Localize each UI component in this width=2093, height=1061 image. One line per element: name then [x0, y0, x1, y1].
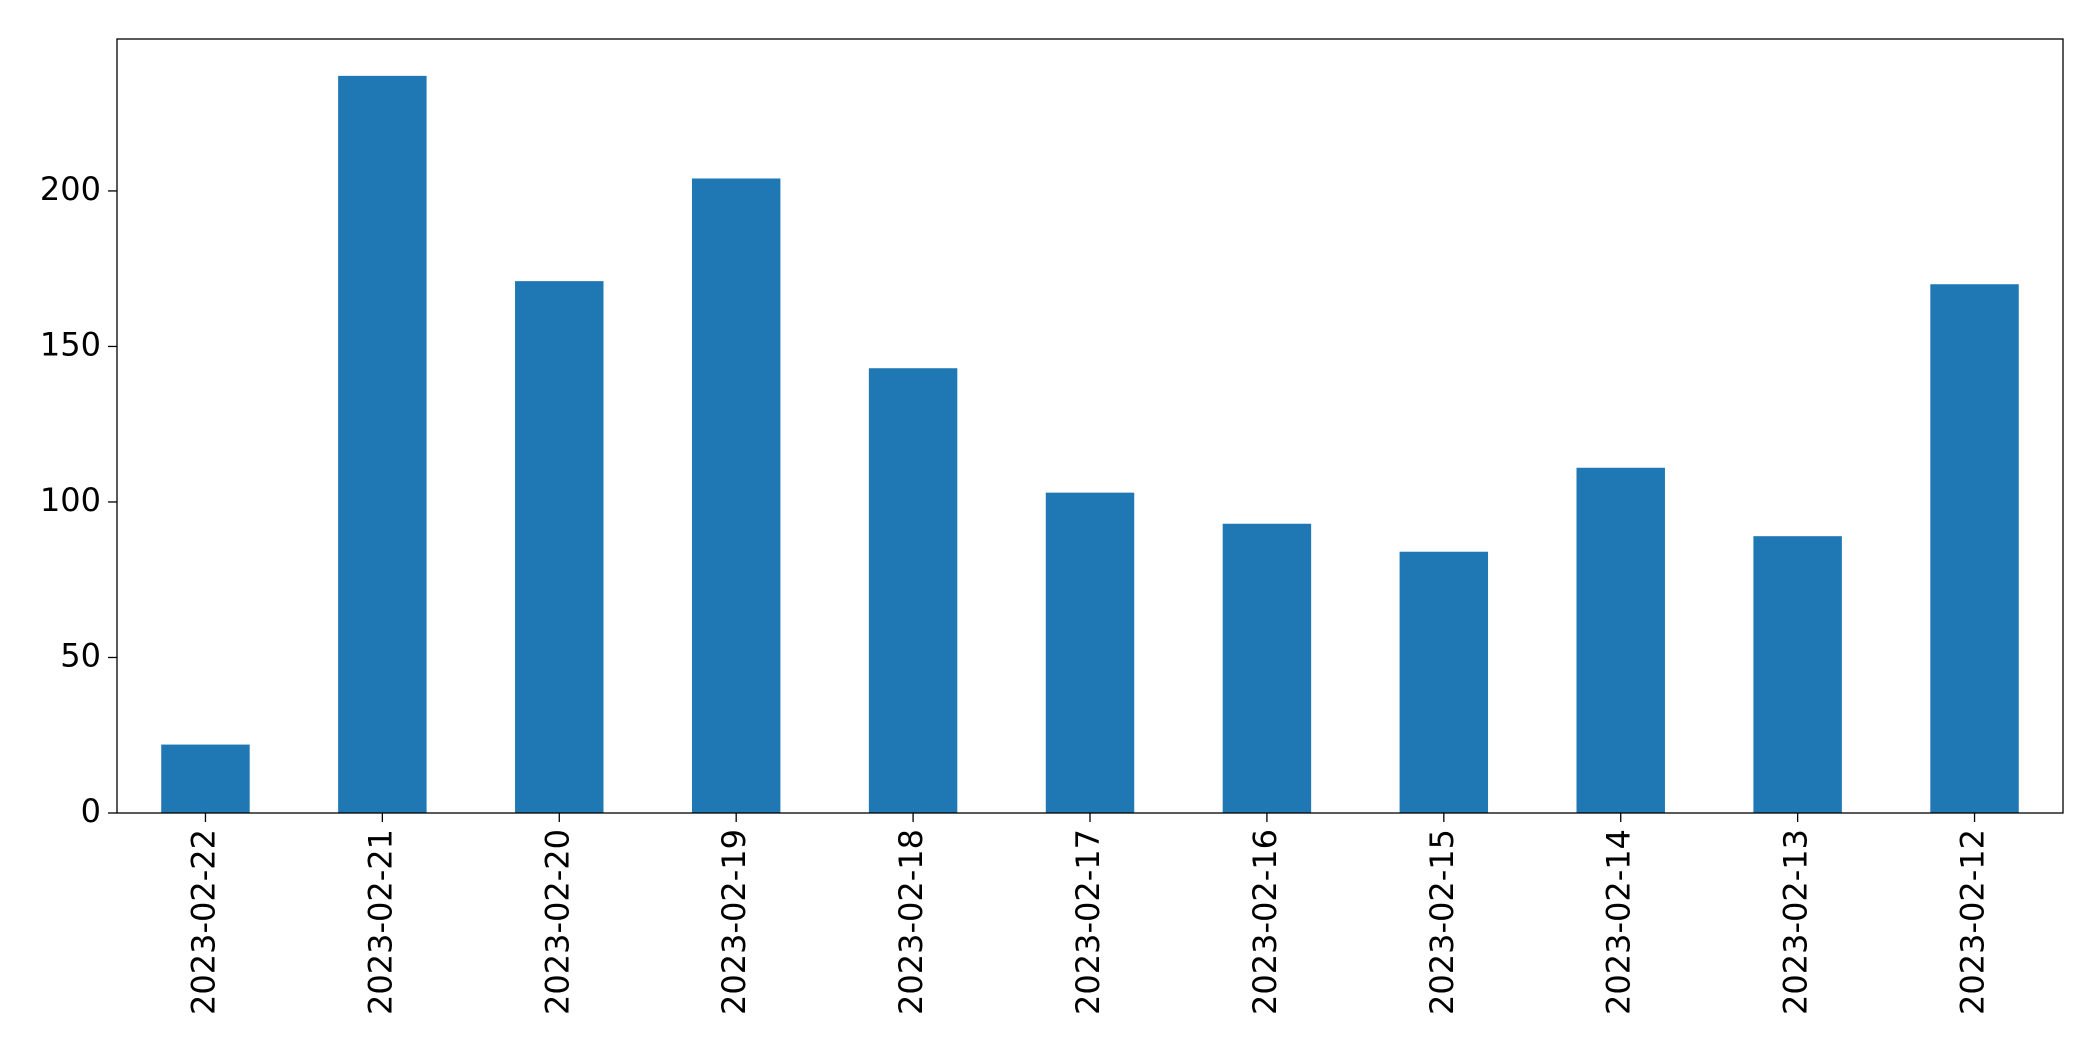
bar: [515, 281, 604, 813]
x-tick-label: 2023-02-16: [1246, 829, 1284, 1015]
bar: [1222, 523, 1312, 813]
y-tick-label: 0: [81, 792, 101, 830]
bar: [1045, 492, 1135, 813]
x-tick-label: 2023-02-14: [1600, 829, 1638, 1015]
bar: [1753, 536, 1842, 813]
y-tick-label: 200: [40, 170, 101, 208]
plot-frame: [116, 38, 2064, 814]
x-tick-label: 2023-02-13: [1777, 829, 1815, 1015]
bar: [338, 75, 427, 814]
x-tick-label: 2023-02-17: [1069, 829, 1107, 1015]
x-tick-label: 2023-02-12: [1954, 829, 1992, 1015]
x-tick-label: 2023-02-19: [715, 829, 753, 1015]
x-tick-label: 2023-02-18: [892, 829, 930, 1015]
y-tick-label: 150: [40, 325, 101, 363]
bar: [161, 744, 250, 813]
bar: [1576, 467, 1665, 813]
x-tick-label: 2023-02-21: [361, 829, 399, 1015]
y-tick-label: 100: [40, 481, 101, 519]
x-tick-label: 2023-02-15: [1423, 829, 1461, 1015]
bar: [691, 178, 781, 813]
bar: [868, 368, 958, 813]
bar: [1399, 551, 1489, 813]
y-tick-label: 50: [60, 636, 101, 674]
x-tick-label: 2023-02-22: [184, 829, 222, 1015]
x-tick-label: 2023-02-20: [538, 829, 576, 1015]
bar: [1930, 284, 2019, 813]
